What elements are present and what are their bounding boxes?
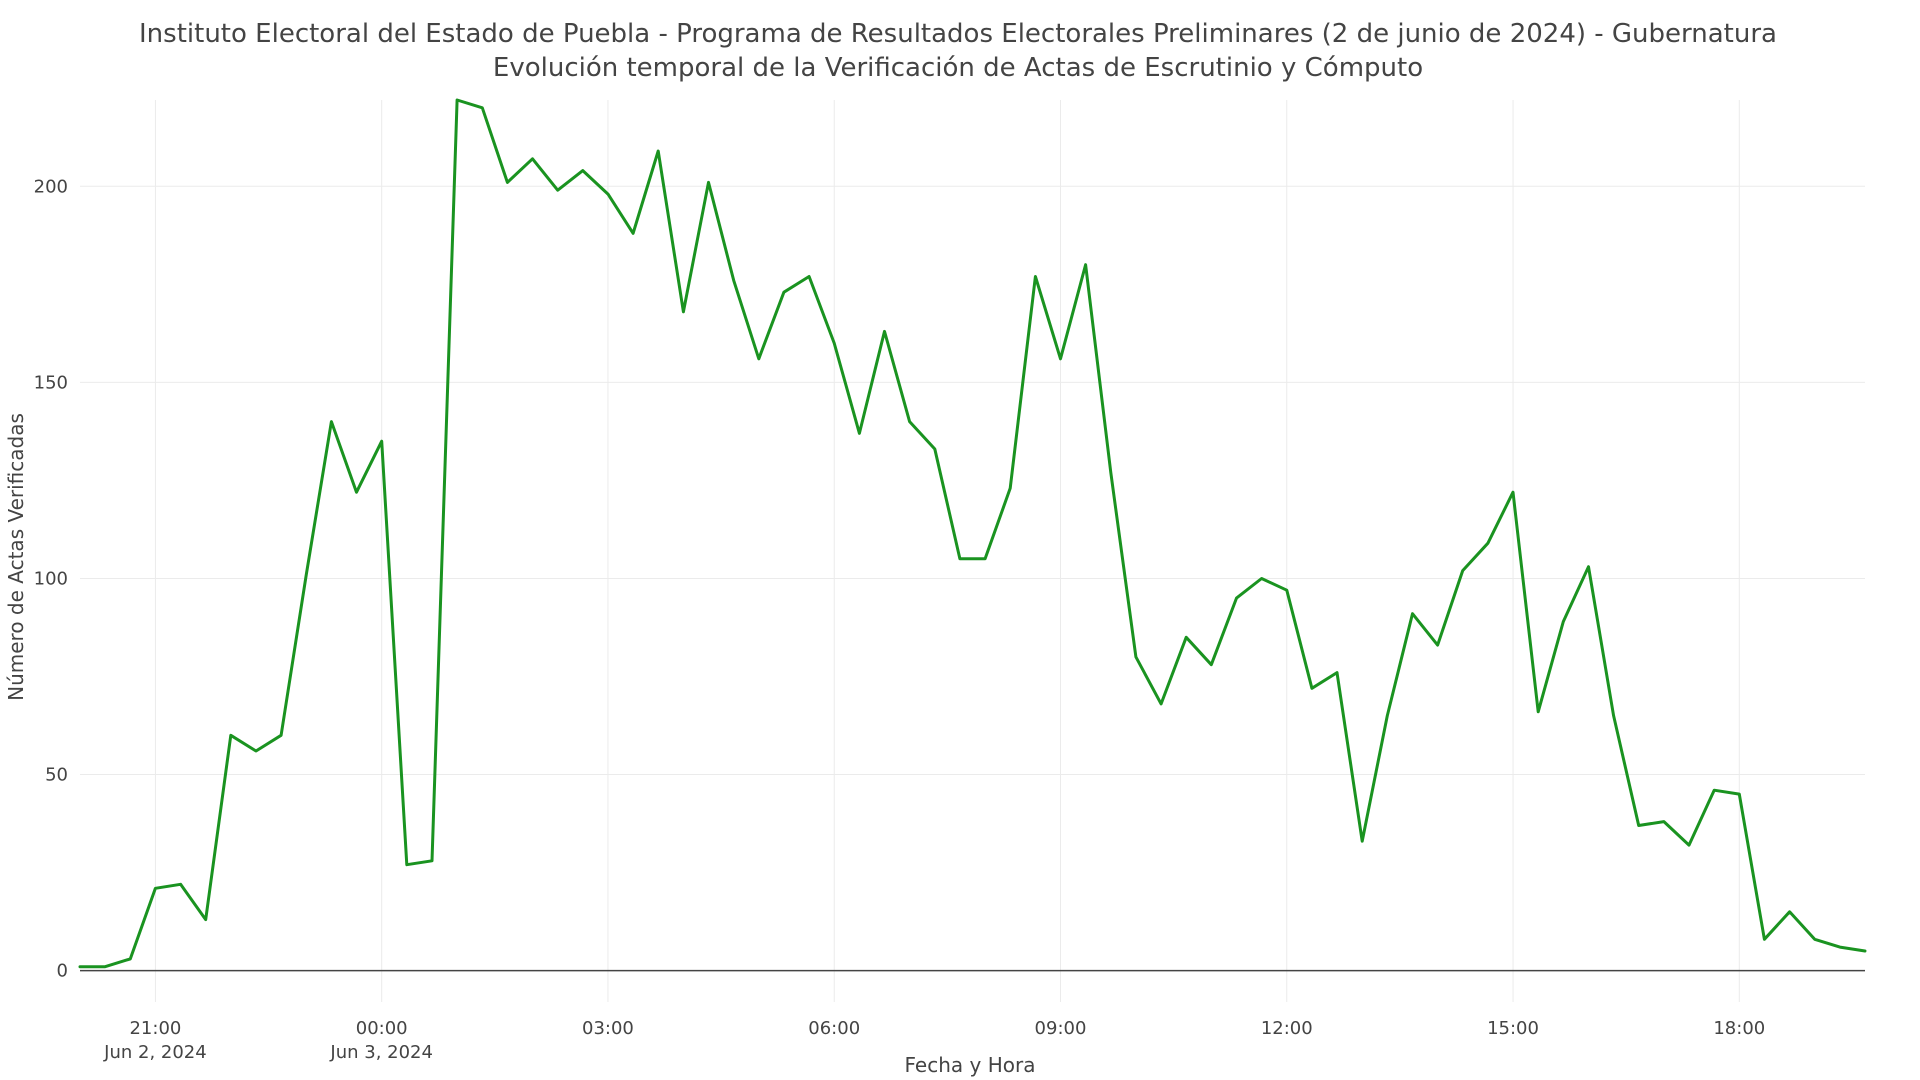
x-tick-sublabel: Jun 3, 2024: [329, 1042, 433, 1063]
x-tick-label: 09:00: [1035, 1018, 1087, 1039]
chart-title: Instituto Electoral del Estado de Puebla…: [139, 19, 1777, 49]
chart-subtitle: Evolución temporal de la Verificación de…: [493, 53, 1423, 83]
y-axis-label: Número de Actas Verificadas: [4, 413, 28, 701]
x-axis-label: Fecha y Hora: [905, 1053, 1036, 1077]
x-tick-label: 03:00: [582, 1018, 634, 1039]
x-tick-label: 06:00: [808, 1018, 860, 1039]
y-tick-label: 0: [57, 961, 68, 982]
x-tick-sublabel: Jun 2, 2024: [103, 1042, 207, 1063]
plot-area: [78, 98, 1867, 1002]
y-axis-ticks: 0 50 100 150 200: [34, 176, 68, 981]
x-tick-label: 00:00: [356, 1018, 408, 1039]
x-tick-label: 12:00: [1261, 1018, 1313, 1039]
y-gridlines: [80, 185, 1865, 776]
x-gridlines: [154, 100, 1740, 1002]
x-tick-label: 15:00: [1487, 1018, 1539, 1039]
y-tick-label: 100: [34, 568, 68, 589]
series-line: [78, 98, 1867, 969]
y-tick-label: 50: [45, 765, 68, 786]
series-group: [78, 98, 1867, 969]
x-axis-ticks: 21:00 Jun 2, 2024 00:00 Jun 3, 2024 03:00 06:…: [103, 1018, 1765, 1063]
y-tick-label: 200: [34, 176, 68, 197]
y-tick-label: 150: [34, 372, 68, 393]
x-tick-label: 18:00: [1713, 1018, 1765, 1039]
x-tick-label: 21:00: [129, 1018, 181, 1039]
